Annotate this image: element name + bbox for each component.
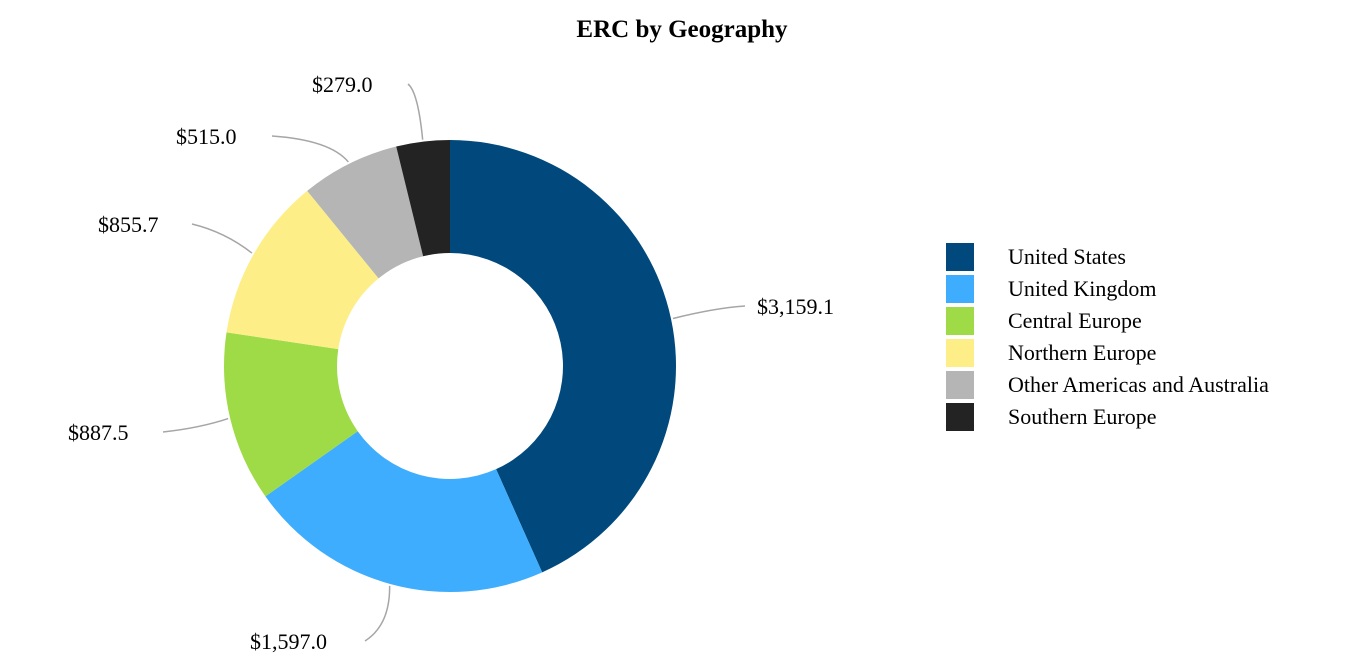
data-label: $279.0: [312, 72, 373, 97]
leader-line: [672, 305, 746, 320]
data-label: $887.5: [68, 420, 129, 445]
data-label: $3,159.1: [757, 294, 834, 319]
legend-swatch: [946, 275, 974, 303]
leader-line: [271, 135, 349, 163]
slice-united-kingdom: [265, 431, 543, 593]
data-label: $1,597.0: [250, 629, 327, 654]
legend-label: Central Europe: [1008, 308, 1142, 333]
legend-item: Other Americas and Australia: [946, 369, 1269, 401]
legend-label: Other Americas and Australia: [1008, 372, 1269, 397]
leader-line: [364, 585, 391, 642]
leader-line: [162, 417, 229, 433]
legend-item: United States: [946, 241, 1269, 273]
data-label: $855.7: [98, 212, 159, 237]
legend: United States United Kingdom Central Eur…: [946, 241, 1269, 433]
slice-northern-europe: [226, 190, 379, 350]
legend-swatch: [946, 403, 974, 431]
legend-label: Southern Europe: [1008, 404, 1157, 429]
data-label: $515.0: [176, 124, 237, 149]
legend-item: Central Europe: [946, 305, 1269, 337]
legend-item: United Kingdom: [946, 273, 1269, 305]
legend-label: Northern Europe: [1008, 340, 1157, 365]
chart-title: ERC by Geography: [576, 16, 788, 43]
leader-line: [407, 83, 424, 140]
leader-line: [191, 223, 253, 254]
legend-swatch: [946, 371, 974, 399]
legend-swatch: [946, 339, 974, 367]
legend-swatch: [946, 243, 974, 271]
legend-label: United States: [1008, 244, 1126, 269]
slice-other-americas-australia: [307, 146, 424, 279]
slice-southern-europe: [396, 140, 450, 257]
legend-swatch: [946, 307, 974, 335]
legend-item: Southern Europe: [946, 401, 1269, 433]
slice-united-states: [450, 140, 677, 573]
legend-item: Northern Europe: [946, 337, 1269, 369]
legend-label: United Kingdom: [1008, 276, 1157, 301]
slice-central-europe: [224, 332, 358, 497]
